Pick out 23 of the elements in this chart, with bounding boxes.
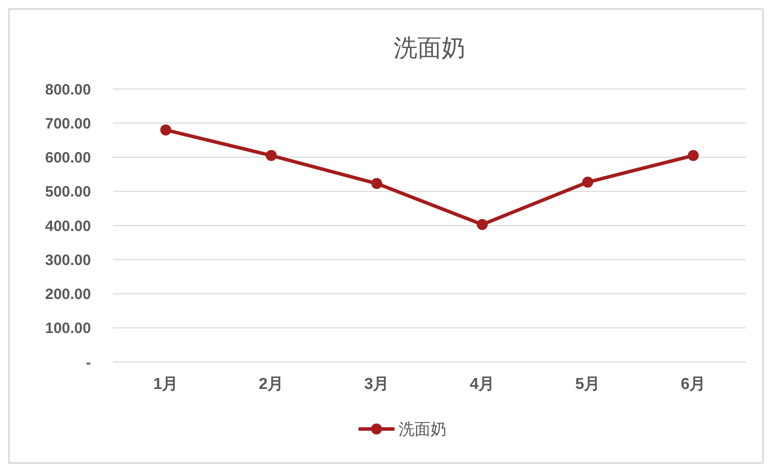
- x-tick-label: 1月: [153, 376, 178, 393]
- x-tick-label: 6月: [680, 376, 706, 393]
- point: [160, 124, 172, 136]
- x-tick-label: 5月: [575, 376, 600, 393]
- chart-title: 洗面奶: [394, 35, 466, 62]
- legend-label: 洗面奶: [398, 420, 446, 439]
- y-tick-label: 400.00: [45, 218, 91, 235]
- y-tick-label: 500.00: [45, 184, 91, 201]
- point: [582, 176, 594, 188]
- point: [266, 150, 277, 162]
- y-tick-label: 600.00: [45, 150, 91, 166]
- y-tick-label: 800.00: [45, 81, 91, 98]
- point: [476, 218, 488, 230]
- y-tick-label: 200.00: [45, 286, 91, 303]
- point: [688, 150, 699, 162]
- point: [371, 178, 382, 190]
- y-tick-label: 100.00: [45, 320, 91, 338]
- y-tick-label: 700.00: [45, 115, 91, 132]
- x-tick-label: 4月: [470, 376, 495, 393]
- y-tick-label: -: [86, 354, 91, 372]
- x-tick-label: 3月: [364, 376, 390, 393]
- y-tick-label: 300.00: [45, 252, 91, 269]
- x-tick-label: 2月: [258, 376, 284, 393]
